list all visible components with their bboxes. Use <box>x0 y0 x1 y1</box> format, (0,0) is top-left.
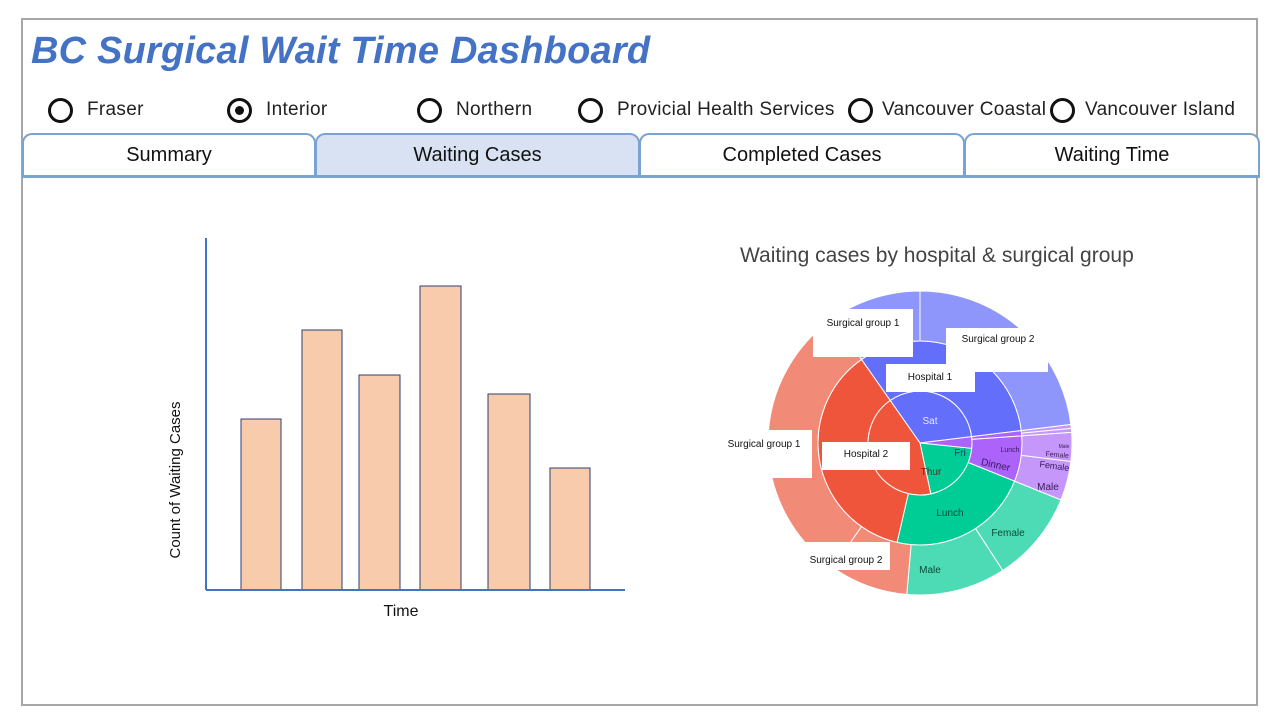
radio-button-icon[interactable] <box>1050 97 1075 123</box>
region-label: Vancouver Island <box>1085 99 1236 120</box>
callout-surgical-group-1-left: Surgical group 1 <box>728 439 801 450</box>
callout-surgical-group-2-bottom: Surgical group 2 <box>810 555 883 566</box>
slice-label-lunch: Lunch <box>936 508 963 519</box>
tab-summary[interactable]: Summary <box>22 133 316 178</box>
slice-label-fri-female: Female <box>1039 459 1070 473</box>
radio-button-icon[interactable] <box>578 97 603 123</box>
tab-waiting-cases[interactable]: Waiting Cases <box>315 133 640 178</box>
callout-surgical-group-2-top: Surgical group 2 <box>962 334 1035 345</box>
radio-button-icon[interactable] <box>848 97 873 123</box>
slice-label-fri: Fri <box>954 448 966 459</box>
callout-box <box>813 309 913 357</box>
waiting-cases-sunburst-chart: Sat Thur Fri Lunch Dinner Lunch Female M… <box>720 290 1073 596</box>
region-label: Interior <box>266 99 328 120</box>
callout-hospital-2: Hospital 2 <box>844 449 889 460</box>
y-axis-label: Count of Waiting Cases <box>167 401 184 558</box>
callout-surgical-group-1-top: Surgical group 1 <box>827 318 900 329</box>
slice-label-fri-female-small: Female <box>1045 451 1069 460</box>
callout-box <box>720 430 812 478</box>
callout-box <box>802 542 890 570</box>
region-selector: Fraser Interior Northern Provicial Healt… <box>23 88 1258 132</box>
app-title: BC Surgical Wait Time Dashboard <box>31 30 651 72</box>
slice-label-fri-male-small: Male <box>1059 444 1070 450</box>
dashboard-frame <box>21 18 1258 706</box>
region-label: Vancouver Coastal <box>882 99 1047 120</box>
bar <box>549 467 591 591</box>
sunburst-slices <box>767 290 1073 596</box>
callout-box <box>822 442 910 470</box>
slice-label-thur: Thur <box>921 467 942 478</box>
region-radio-fraser[interactable]: Fraser <box>48 93 144 127</box>
slice-label-female: Female <box>991 528 1025 539</box>
bar <box>240 418 282 591</box>
radio-button-icon[interactable] <box>48 97 73 123</box>
slice-label-male: Male <box>919 565 941 576</box>
region-radio-vancouver-island[interactable]: Vancouver Island <box>1050 93 1235 127</box>
region-radio-provincial-health-services[interactable]: Provicial Health Services <box>578 93 835 127</box>
callout-box <box>886 364 975 392</box>
callout-hospital-1: Hospital 1 <box>908 372 953 383</box>
sunburst-title: Waiting cases by hospital & surgical gro… <box>740 244 1134 267</box>
tab-bar: Summary Waiting Cases Completed Cases Wa… <box>22 133 1260 180</box>
region-label: Northern <box>456 99 533 120</box>
slice-label-fri-male: Male <box>1037 482 1059 493</box>
bar <box>358 374 401 591</box>
bar <box>419 285 462 591</box>
bar <box>301 329 343 591</box>
region-label: Provicial Health Services <box>617 99 835 120</box>
region-label: Fraser <box>87 99 144 120</box>
slice-label-fri-lunch: Lunch <box>1000 447 1019 454</box>
tab-completed-cases[interactable]: Completed Cases <box>639 133 965 178</box>
bar <box>487 393 531 591</box>
x-axis-label: Time <box>384 603 419 620</box>
slice-label-sat: Sat <box>922 416 937 427</box>
radio-button-selected-icon[interactable] <box>227 97 252 123</box>
waiting-cases-bar-chart: Count of Waiting Cases Time <box>167 238 625 620</box>
radio-button-icon[interactable] <box>417 97 442 123</box>
region-radio-northern[interactable]: Northern <box>417 93 532 127</box>
region-radio-interior[interactable]: Interior <box>227 93 328 127</box>
tab-waiting-time[interactable]: Waiting Time <box>964 133 1260 178</box>
region-radio-vancouver-coastal[interactable]: Vancouver Coastal <box>848 93 1046 127</box>
